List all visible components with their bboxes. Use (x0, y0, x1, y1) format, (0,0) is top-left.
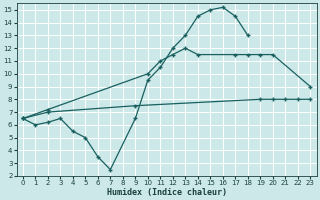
X-axis label: Humidex (Indice chaleur): Humidex (Indice chaleur) (107, 188, 227, 197)
